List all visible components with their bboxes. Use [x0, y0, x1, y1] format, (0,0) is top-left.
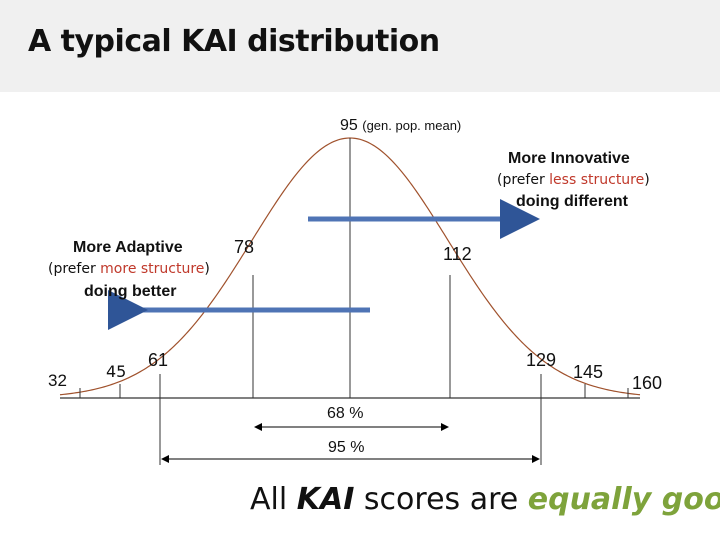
innovative-prefer-highlight: less structure [549, 172, 645, 188]
mean-label: 95 (gen. pop. mean) [340, 117, 461, 135]
innovative-preference: (prefer less structure) [497, 172, 650, 188]
mean-note: (gen. pop. mean) [362, 118, 462, 133]
score-145: 145 [573, 362, 604, 382]
adaptive-preference: (prefer more structure) [48, 261, 210, 277]
adaptive-prefer-close: ) [204, 261, 210, 277]
adaptive-heading: More Adaptive [73, 239, 183, 256]
footer-equally-good: equally good [527, 482, 720, 517]
score-112: 112 [443, 244, 472, 264]
adaptive-prefer-highlight: more structure [100, 261, 205, 277]
score-45: 45 [106, 362, 127, 381]
footer-mid: scores are [354, 482, 528, 517]
one-sd-label: 68 % [327, 405, 364, 422]
two-sd-label: 95 % [328, 439, 365, 456]
adaptive-prefer-open: (prefer [48, 261, 101, 277]
innovative-prefer-open: (prefer [497, 172, 550, 188]
page-title: A typical KAI distribution [28, 24, 440, 59]
innovative-motto: doing different [516, 193, 628, 210]
adaptive-motto: doing better [84, 283, 177, 300]
innovative-prefer-close: ) [644, 172, 650, 188]
footer-pre: All [250, 482, 297, 517]
innovative-heading: More Innovative [508, 150, 630, 167]
score-61: 61 [148, 350, 169, 370]
footer-kai: KAI [296, 482, 355, 517]
score-78: 78 [234, 237, 255, 257]
mean-value: 95 [340, 117, 358, 134]
score-129: 129 [526, 350, 557, 370]
title-band [0, 0, 720, 92]
score-160: 160 [632, 373, 663, 393]
footer-statement: All KAI scores are equally good. [250, 482, 720, 517]
score-32: 32 [48, 371, 67, 390]
